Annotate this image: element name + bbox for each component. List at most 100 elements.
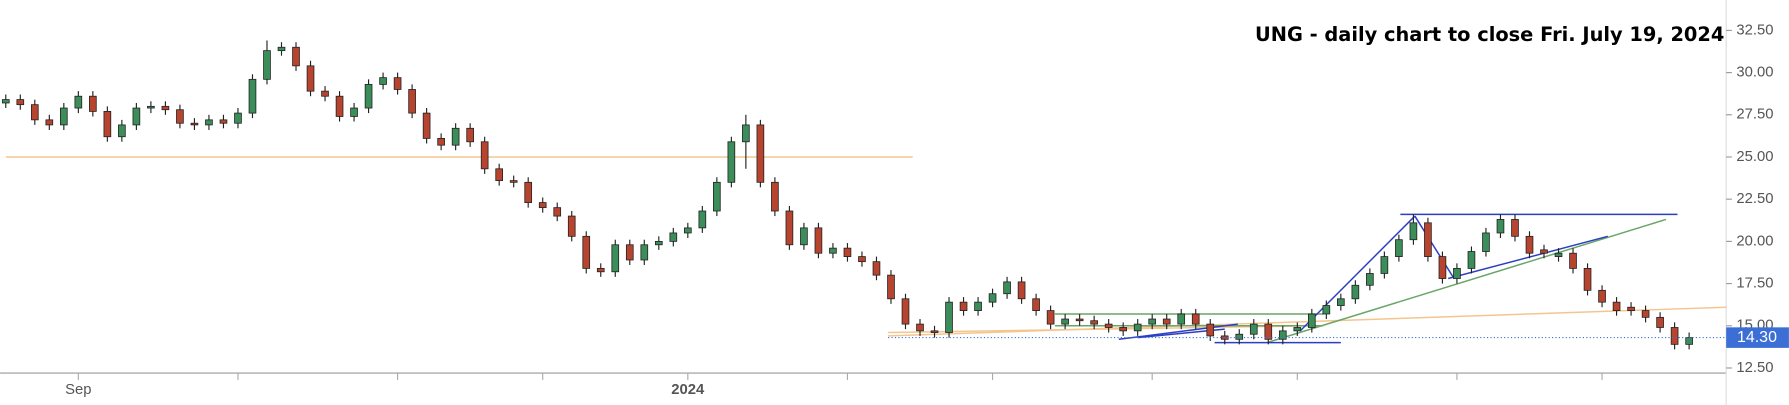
candle-body (248, 78, 257, 114)
candle-body (1003, 281, 1011, 295)
candle-body (684, 227, 692, 234)
candle-body (1612, 301, 1621, 311)
candle-body (1337, 298, 1345, 306)
candle-body (945, 301, 953, 333)
y-tick-label: 32.50 (1736, 22, 1773, 38)
candle-body (1380, 256, 1389, 274)
axes: 12.5015.0017.5020.0022.5025.0027.5030.00… (65, 22, 1789, 398)
candle-body (263, 50, 271, 80)
candle-body (654, 240, 663, 246)
candle-body (1090, 320, 1098, 325)
candle-body (364, 84, 373, 109)
candle-body (1162, 318, 1171, 325)
candle-body (1249, 323, 1258, 335)
candle-body (1351, 284, 1360, 300)
candle-body (1409, 222, 1418, 241)
candle-body (756, 124, 765, 183)
candle-body (1017, 281, 1026, 300)
candle-body (60, 107, 68, 126)
y-tick-label: 20.00 (1736, 233, 1773, 249)
candle-body (1453, 267, 1461, 279)
y-tick-label: 12.50 (1736, 360, 1773, 376)
candle-body (771, 181, 779, 212)
candle-body (408, 89, 416, 114)
candle-body (930, 330, 939, 333)
candle-body (1235, 333, 1244, 340)
candle-body (1554, 252, 1563, 257)
candle-body (147, 105, 155, 109)
candle-body (843, 247, 852, 257)
candle-body (1641, 310, 1650, 318)
candle-body (306, 65, 315, 92)
candle-body (1119, 327, 1127, 332)
candle-body (872, 261, 881, 276)
candle-body (176, 109, 184, 124)
candle-body (1264, 323, 1273, 340)
trendline (1299, 215, 1416, 332)
candle-body (234, 112, 242, 124)
candle-body (1177, 313, 1186, 325)
candle-body (1, 99, 10, 104)
candle-body (1569, 252, 1577, 269)
candle-body (1395, 239, 1403, 257)
candle-body (30, 104, 39, 121)
candle-body (393, 77, 402, 90)
candle-body (277, 46, 286, 52)
candle-body (1467, 251, 1476, 269)
candle-body (350, 107, 358, 117)
candle-body (1670, 327, 1679, 345)
candle-body (1482, 232, 1490, 252)
trendline (1414, 215, 1455, 279)
trendline (1448, 235, 1609, 280)
y-tick-label: 27.50 (1736, 107, 1773, 123)
candle-body (480, 141, 489, 170)
candle-body (132, 107, 141, 126)
candle-body (1366, 273, 1374, 286)
candle-body (161, 105, 170, 111)
candle-body (524, 181, 533, 203)
y-tick-label: 30.00 (1736, 65, 1773, 81)
candle-body (567, 215, 576, 237)
candle-body (858, 256, 866, 263)
candle-body (959, 301, 968, 311)
candle-body (901, 298, 910, 325)
candle-body (45, 119, 54, 126)
candle-body (1046, 310, 1055, 325)
candle-body (74, 95, 83, 109)
candle-body (1206, 323, 1215, 337)
y-tick-label: 17.50 (1736, 276, 1773, 292)
candle-body (1583, 267, 1592, 291)
candle-body (292, 46, 300, 67)
candle-body (553, 207, 562, 217)
candle-body (887, 274, 895, 300)
candle-body (742, 124, 750, 143)
candle-body (1061, 318, 1069, 325)
candle-body (321, 90, 329, 97)
candle-body (1496, 219, 1505, 234)
candle-body (1424, 222, 1432, 257)
candle-body (596, 267, 605, 273)
candle-body (611, 244, 620, 273)
candle-body (118, 124, 126, 138)
y-tick-label: 25.00 (1736, 149, 1773, 165)
x-tick-label: 2024 (671, 382, 705, 398)
candle-body (190, 122, 199, 126)
candle-body (1220, 335, 1229, 340)
candle-body (451, 127, 460, 146)
candle-body (1075, 318, 1084, 322)
candle-body (916, 323, 924, 332)
candle-body (205, 119, 213, 126)
candle-body (800, 227, 808, 246)
candle-body (1293, 327, 1302, 332)
candle-body (103, 111, 112, 138)
candle-body (1598, 289, 1606, 303)
candle-body (1656, 316, 1664, 328)
candle-body (698, 210, 707, 229)
x-tick-label: Sep (65, 382, 91, 398)
candle-body (1278, 330, 1287, 340)
y-tick-label: 22.50 (1736, 191, 1773, 207)
candle-body (1511, 219, 1519, 237)
candle-body (625, 244, 634, 261)
